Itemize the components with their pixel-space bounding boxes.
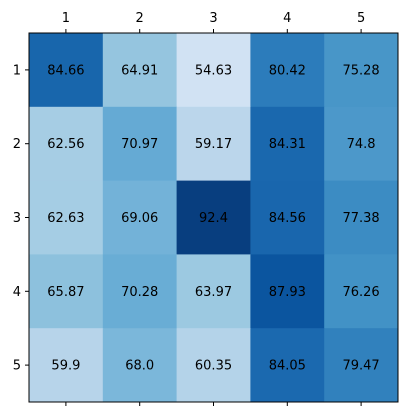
cell-value-label: 59.17 [195, 137, 232, 152]
cell-value-label: 79.47 [342, 359, 379, 374]
x-tick-label: 2 [136, 11, 144, 26]
x-tick-label: 4 [283, 11, 291, 26]
heatmap-cell-r5-c2 [102, 328, 178, 403]
cell-value-label: 62.56 [47, 137, 84, 152]
x-tick-label: 3 [209, 11, 217, 26]
cell-value-label: 92.4 [199, 211, 228, 226]
heatmap-cell-r3-c4 [250, 180, 325, 255]
y-tick-label: 3 [13, 211, 21, 226]
heatmap-cell-r5-c4 [250, 328, 325, 403]
cell-value-label: 84.66 [47, 63, 84, 78]
cell-value-label: 87.93 [269, 285, 306, 300]
cell-value-label: 84.56 [269, 211, 306, 226]
heatmap-cell-r2-c4 [250, 106, 325, 182]
cell-value-label: 77.38 [342, 211, 379, 226]
heatmap-cells [29, 33, 399, 403]
cell-value-label: 54.63 [195, 63, 232, 78]
cell-value-label: 84.05 [269, 359, 306, 374]
heatmap-cell-r4-c1 [29, 254, 104, 329]
heatmap-cell-r4-c4 [250, 254, 325, 329]
y-tick-label: 2 [13, 137, 21, 152]
heatmap-cell-r4-c5 [324, 254, 399, 329]
cell-value-label: 64.91 [121, 63, 158, 78]
y-tick-label: 4 [13, 285, 21, 300]
heatmap-cell-r1-c3 [176, 33, 251, 108]
cell-value-label: 76.26 [342, 285, 379, 300]
heatmap-cell-r1-c4 [250, 33, 325, 108]
y-axis: 1 2 3 4 5 [13, 63, 29, 374]
heatmap-cell-r2-c1 [29, 106, 104, 182]
heatmap-cell-r1-c5 [324, 33, 399, 108]
heatmap-cell-r3-c3 [176, 180, 251, 255]
heatmap-cell-r4-c3 [176, 254, 251, 329]
x-axis: 1 2 3 4 5 [62, 11, 365, 406]
heatmap-cell-r5-c1 [29, 328, 104, 403]
cell-value-label: 63.97 [195, 285, 232, 300]
x-tick-label: 1 [62, 11, 70, 26]
cell-value-label: 74.8 [347, 137, 376, 152]
heatmap-cell-r5-c3 [176, 328, 251, 403]
heatmap-cell-r4-c2 [102, 254, 178, 329]
heatmap-cell-r1-c1 [29, 33, 104, 108]
cell-value-label: 69.06 [121, 211, 158, 226]
heatmap-cell-r3-c5 [324, 180, 399, 255]
y-tick-label: 1 [13, 63, 21, 78]
cell-value-label: 84.31 [269, 137, 306, 152]
cell-value-label: 62.63 [47, 211, 84, 226]
cell-value-label: 60.35 [195, 359, 232, 374]
heatmap-cell-r3-c1 [29, 180, 104, 255]
heatmap-cell-r2-c3 [176, 106, 251, 182]
y-tick-label: 5 [13, 359, 21, 374]
heatmap-cell-r3-c2 [102, 180, 178, 255]
heatmap-cell-r5-c5 [324, 328, 399, 403]
cell-value-label: 70.97 [121, 137, 158, 152]
heatmap-cell-r1-c2 [102, 33, 178, 108]
cell-value-label: 59.9 [51, 359, 80, 374]
cell-value-label: 70.28 [121, 285, 158, 300]
cell-value-label: 80.42 [269, 63, 306, 78]
cell-value-label: 65.87 [47, 285, 84, 300]
heatmap-cell-r2-c2 [102, 106, 178, 182]
x-tick-label: 5 [357, 11, 365, 26]
cell-value-label: 75.28 [342, 63, 379, 78]
cell-value-label: 68.0 [125, 359, 154, 374]
heatmap-cell-labels: 84.66 64.91 54.63 80.42 75.28 62.56 70.97 59.17… [47, 63, 379, 373]
heatmap-cell-r2-c5 [324, 106, 399, 182]
